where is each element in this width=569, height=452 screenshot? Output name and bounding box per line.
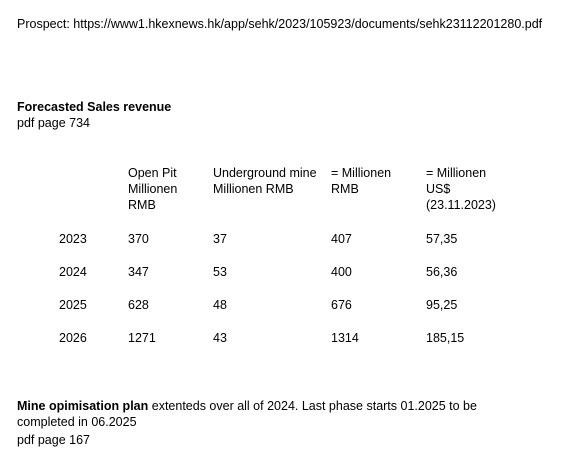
row-total-usd: 57,35: [426, 232, 458, 246]
header-line: Millionen RMB: [213, 182, 294, 196]
row-year: 2025: [59, 298, 87, 312]
header-line: Open Pit: [128, 166, 177, 180]
header-line: = Millionen: [331, 166, 392, 180]
header-line: = Millionen: [426, 166, 487, 180]
row-underground: 43: [213, 331, 227, 345]
row-underground: 48: [213, 298, 227, 312]
row-total-usd: 95,25: [426, 298, 458, 312]
row-open-pit: 370: [128, 232, 149, 246]
row-open-pit: 628: [128, 298, 149, 312]
header-total-usd: = Millionen US$ (23.11.2023): [426, 165, 496, 213]
prospect-url[interactable]: https://www1.hkexnews.hk/app/sehk/2023/1…: [73, 17, 543, 31]
row-open-pit: 347: [128, 265, 149, 279]
row-total-usd: 185,15: [426, 331, 465, 345]
row-underground: 37: [213, 232, 227, 246]
header-line: RMB: [128, 198, 156, 212]
header-underground: Underground mine Millionen RMB: [213, 165, 317, 197]
header-total-rmb: = Millionen RMB: [331, 165, 391, 197]
prospect-label: Prospect:: [17, 17, 70, 31]
mine-plan-text: extenteds over all of 2024. Last phase s…: [17, 399, 477, 429]
section-title: Forecasted Sales revenue: [17, 100, 172, 114]
row-underground: 53: [213, 265, 227, 279]
row-year: 2024: [59, 265, 87, 279]
row-total-rmb: 400: [331, 265, 352, 279]
page-reference: pdf page 734: [17, 116, 90, 130]
header-line: US$: [426, 182, 451, 196]
header-line: (23.11.2023): [426, 198, 496, 212]
row-total-rmb: 407: [331, 232, 352, 246]
row-total-usd: 56,36: [426, 265, 458, 279]
header-open-pit: Open Pit Millionen RMB: [128, 165, 177, 213]
row-year: 2023: [59, 232, 87, 246]
header-line: Millionen: [128, 182, 178, 196]
prospect-line: Prospect: https://www1.hkexnews.hk/app/s…: [17, 16, 557, 32]
row-year: 2026: [59, 331, 87, 345]
mine-plan-label: Mine opimisation plan: [17, 399, 149, 413]
page-reference: pdf page 167: [17, 433, 90, 447]
header-line: Underground mine: [213, 166, 317, 180]
row-total-rmb: 676: [331, 298, 352, 312]
row-open-pit: 1271: [128, 331, 156, 345]
header-line: RMB: [331, 182, 359, 196]
row-total-rmb: 1314: [331, 331, 359, 345]
mine-plan-paragraph: Mine opimisation plan extenteds over all…: [17, 398, 517, 430]
